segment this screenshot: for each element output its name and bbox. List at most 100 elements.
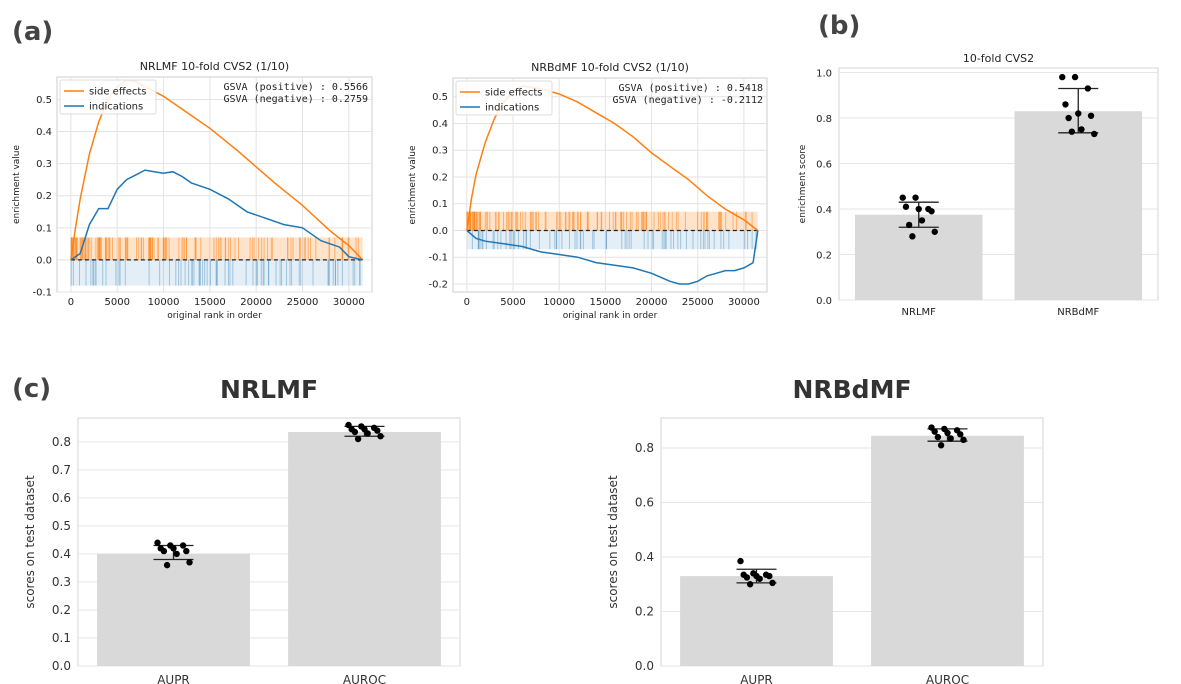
y-axis-label: enrichment score xyxy=(798,144,808,223)
data-point xyxy=(1059,73,1066,81)
bar-AUPR xyxy=(680,576,833,666)
data-point xyxy=(1087,112,1095,119)
bar-AUROC xyxy=(288,432,441,666)
data-point xyxy=(186,559,193,566)
chart-nrlmf-scores-bar: 0.0 0.1 0.2 0.3 0.4 0.5 0.6 0.7 0.8 AUPR AUROC NRLM… xyxy=(23,375,461,684)
x-tick-label: 5000 xyxy=(500,297,525,308)
side-effects-rug xyxy=(70,237,363,260)
x-tick-label: 10000 xyxy=(148,297,180,308)
data-point xyxy=(746,581,754,588)
data-point xyxy=(944,429,951,437)
y-tick-label: 0.2 xyxy=(52,603,71,617)
gsva-annotation: GSVA (positive) : 0.5418 xyxy=(619,83,764,94)
y-tick-label: 0.5 xyxy=(52,519,71,533)
panel-label-b: (b) xyxy=(818,11,860,41)
y-tick-label: 0.4 xyxy=(816,205,832,216)
y-tick-label: 0.0 xyxy=(816,296,832,307)
y-tick-label: 0.2 xyxy=(36,191,52,202)
y-tick-label: 0.4 xyxy=(36,127,52,138)
x-tick-label: AUROC xyxy=(343,673,386,684)
data-point xyxy=(756,575,763,582)
chart-enrichment-score-bar: 0.0 0.2 0.4 0.6 0.8 1.0 NRLMF NRBdMF 10-fold CVS… xyxy=(798,52,1159,318)
data-point xyxy=(957,431,964,438)
y-tick-label: 0.1 xyxy=(36,223,52,234)
y-tick-label: 0.5 xyxy=(432,92,448,103)
gsva-annotation: GSVA (negative) : 0.2759 xyxy=(224,94,369,105)
x-tick-label: AUPR xyxy=(740,673,773,684)
x-axis-label: original rank in order xyxy=(167,311,262,321)
legend-label: indications xyxy=(485,103,539,114)
data-point xyxy=(364,430,371,437)
x-tick-label: 15000 xyxy=(194,297,226,308)
chart-title: NRLMF 10-fold CVS2 (1/10) xyxy=(140,60,289,73)
data-point xyxy=(1062,101,1069,108)
x-tick-label: 20000 xyxy=(240,297,272,308)
y-axis-label: scores on test dataset xyxy=(23,475,37,609)
x-axis-label: original rank in order xyxy=(563,311,658,321)
legend-label: side effects xyxy=(89,87,147,98)
y-tick-label: 0.5 xyxy=(36,95,52,106)
chart-nrbdmf-enrichment: 0 5000 10000 15000 20000 25000 30000 -0.2 -0.1 0.… xyxy=(408,61,768,321)
data-point xyxy=(931,428,938,435)
data-point xyxy=(766,572,773,580)
x-tick-label: 10000 xyxy=(543,297,575,308)
y-tick-label: 0.7 xyxy=(52,463,71,477)
y-tick-label: 0.3 xyxy=(52,575,71,589)
y-tick-label: 0.0 xyxy=(432,226,448,237)
y-tick-label: -0.1 xyxy=(32,288,52,299)
data-point xyxy=(947,435,954,442)
data-point xyxy=(1065,114,1072,122)
series-line-indications xyxy=(466,229,759,285)
data-point xyxy=(1084,85,1092,92)
data-point xyxy=(905,221,913,229)
chart-nrbdmf-scores-bar: 0.0 0.2 0.4 0.6 0.8 AUPR AUROC NRBdMF scores on … xyxy=(606,375,1044,684)
data-point xyxy=(899,194,906,201)
data-point xyxy=(912,194,919,201)
legend: side effects indications xyxy=(455,80,553,116)
y-tick-label: -0.1 xyxy=(428,253,448,264)
x-tick-label: 30000 xyxy=(333,297,365,308)
x-tick-label: 20000 xyxy=(636,297,668,308)
y-tick-label: 0.2 xyxy=(816,251,832,262)
data-point xyxy=(928,208,935,215)
data-point xyxy=(1091,130,1098,138)
bar-AUPR xyxy=(97,553,250,666)
data-point xyxy=(931,228,938,235)
y-tick-label: -0.2 xyxy=(428,279,448,290)
data-point xyxy=(1071,73,1079,81)
data-point xyxy=(915,205,922,213)
data-point xyxy=(743,574,751,581)
chart-nrlmf-enrichment: 0 5000 10000 15000 20000 25000 30000 -0.1 0.0 0.1… xyxy=(12,60,373,321)
y-tick-label: 1.0 xyxy=(816,69,832,80)
data-point xyxy=(377,433,384,440)
series-line-side-effects xyxy=(466,85,759,232)
x-tick-label: AUROC xyxy=(926,673,969,684)
bar-NRLMF xyxy=(854,214,983,300)
y-tick-label: 0.0 xyxy=(36,255,52,266)
bar-AUROC xyxy=(871,435,1024,666)
indications-rug xyxy=(70,259,363,286)
y-tick-label: 0.3 xyxy=(432,146,448,157)
x-tick-label: 0 xyxy=(68,297,74,308)
data-point xyxy=(163,561,171,569)
legend-label: indications xyxy=(89,102,143,113)
x-tick-label: 25000 xyxy=(682,297,714,308)
data-point xyxy=(769,579,776,587)
bar-NRBdMF xyxy=(1014,111,1143,300)
data-point xyxy=(902,203,910,210)
y-tick-label: 0.2 xyxy=(635,604,654,618)
y-tick-label: 0.0 xyxy=(52,659,71,673)
data-point xyxy=(1075,110,1082,117)
y-tick-label: 0.3 xyxy=(36,159,52,170)
data-point xyxy=(160,547,168,555)
x-tick-label: AUPR xyxy=(157,673,190,684)
legend: side effects indications xyxy=(59,79,157,115)
data-point xyxy=(737,557,744,565)
data-point xyxy=(154,539,161,546)
series-line-indications xyxy=(70,169,363,261)
x-tick-label: 0 xyxy=(464,297,470,308)
data-point xyxy=(179,542,187,549)
x-tick-label: NRBdMF xyxy=(1057,307,1099,318)
y-axis-label: enrichment value xyxy=(12,145,22,225)
